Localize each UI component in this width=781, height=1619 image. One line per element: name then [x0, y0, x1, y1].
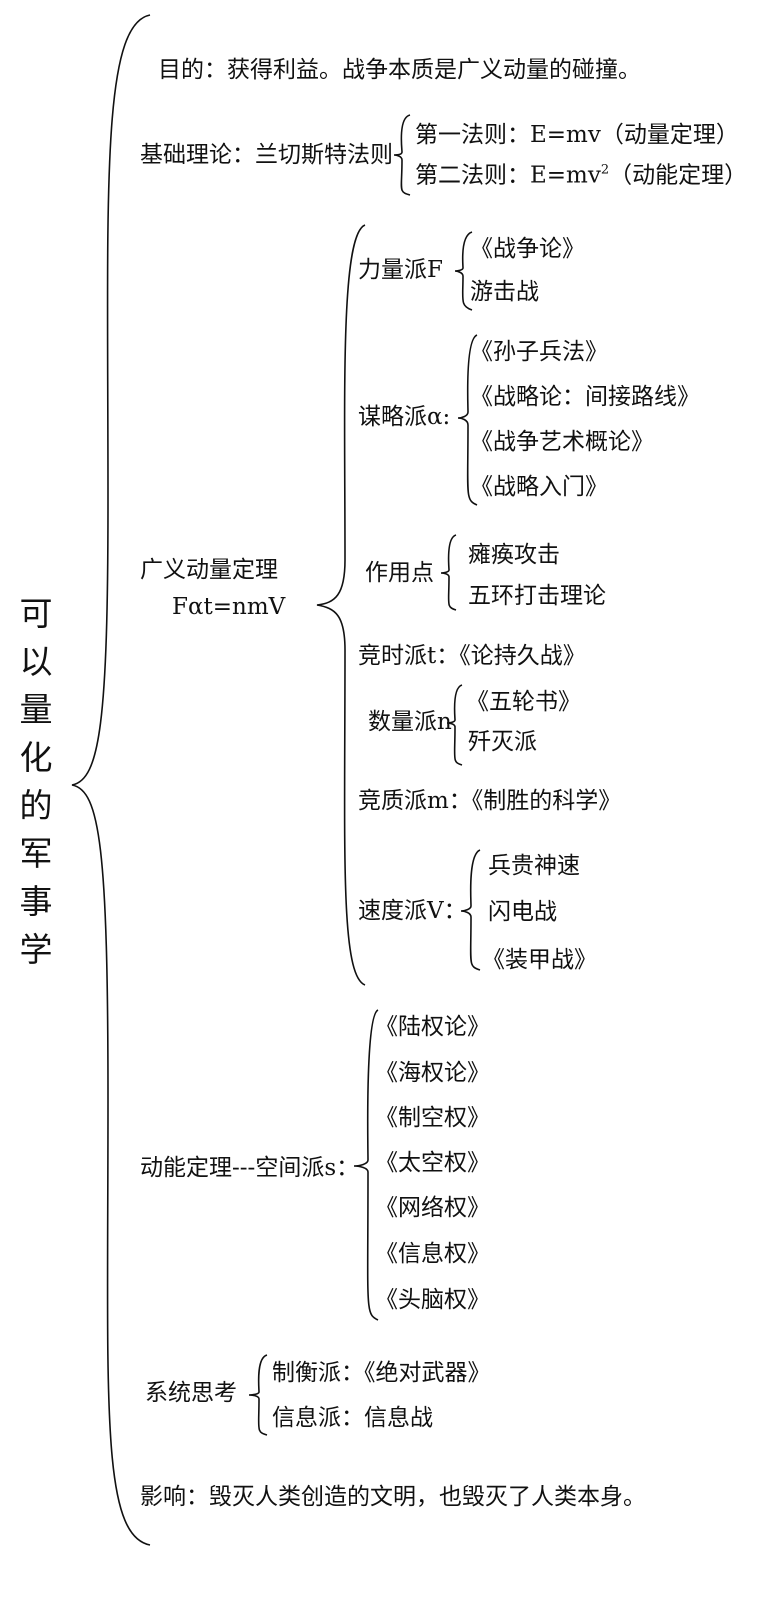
basis-label: 基础理论：兰切斯特法则 — [140, 142, 393, 168]
strategy-item: 《战争艺术概论》 — [470, 429, 654, 455]
system-brace — [248, 1354, 268, 1436]
kinetic-item: 《海权论》 — [375, 1060, 490, 1086]
main-brace — [71, 14, 151, 1546]
strategy-item: 《战略入门》 — [470, 474, 608, 500]
momentum-brace — [316, 224, 366, 986]
force-item: 《战争论》 — [470, 236, 585, 262]
kinetic-brace — [353, 1009, 379, 1321]
momentum-formula: Fαt=nmV — [172, 594, 286, 620]
strategy-brace — [457, 334, 478, 506]
speed-brace — [460, 849, 481, 971]
impact-text: 影响：毁灭人类创造的文明，也毁灭了人类本身。 — [140, 1484, 646, 1510]
number-item: 歼灭派 — [468, 729, 537, 755]
force-item: 游击战 — [470, 279, 539, 305]
kinetic-item: 《陆权论》 — [375, 1014, 490, 1040]
point-brace — [440, 534, 457, 611]
strategy-item: 《孙子兵法》 — [470, 339, 608, 365]
kinetic-item: 《信息权》 — [375, 1241, 490, 1267]
quality-school: 竞质派m：《制胜的科学》 — [358, 788, 622, 814]
speed-item: 闪电战 — [488, 899, 557, 925]
strategy-item: 《战略论：间接路线》 — [470, 384, 700, 410]
speed-item: 兵贵神速 — [488, 853, 580, 879]
system-label: 系统思考 — [145, 1380, 237, 1406]
law2: 第二法则：E=mv2（动能定理） — [415, 162, 748, 189]
kinetic-label: 动能定理---空间派s： — [140, 1155, 360, 1181]
number-item: 《五轮书》 — [466, 689, 581, 715]
strategy-label: 谋略派α: — [358, 404, 451, 430]
basis-brace — [393, 114, 411, 196]
purpose-text: 目的：获得利益。战争本质是广义动量的碰撞。 — [158, 57, 641, 83]
kinetic-item: 《头脑权》 — [375, 1287, 490, 1313]
force-brace — [454, 231, 473, 311]
kinetic-item: 《太空权》 — [375, 1150, 490, 1176]
momentum-label: 广义动量定理 — [140, 557, 278, 583]
point-item: 瘫痪攻击 — [468, 542, 560, 568]
number-brace — [446, 684, 463, 766]
point-item: 五环打击理论 — [468, 583, 606, 609]
system-item: 信息派：信息战 — [272, 1405, 433, 1431]
law1: 第一法则：E=mv（动量定理） — [415, 122, 739, 148]
kinetic-item: 《制空权》 — [375, 1105, 490, 1131]
system-item: 制衡派：《绝对武器》 — [272, 1360, 491, 1386]
time-school: 竞时派t：《论持久战》 — [358, 643, 586, 669]
root-title: 可以量化的军事学 — [19, 594, 53, 969]
point-label: 作用点 — [365, 560, 434, 586]
force-label: 力量派F — [358, 257, 443, 283]
kinetic-item: 《网络权》 — [375, 1195, 490, 1221]
speed-item: 《装甲战》 — [482, 947, 597, 973]
number-label: 数量派n — [368, 709, 452, 735]
speed-label: 速度派V： — [358, 898, 467, 924]
